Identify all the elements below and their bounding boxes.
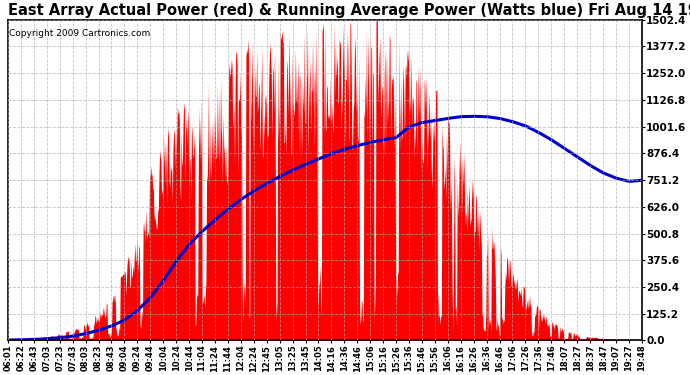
Text: Copyright 2009 Cartronics.com: Copyright 2009 Cartronics.com (8, 29, 150, 38)
Text: East Array Actual Power (red) & Running Average Power (Watts blue) Fri Aug 14 19: East Array Actual Power (red) & Running … (8, 3, 690, 18)
